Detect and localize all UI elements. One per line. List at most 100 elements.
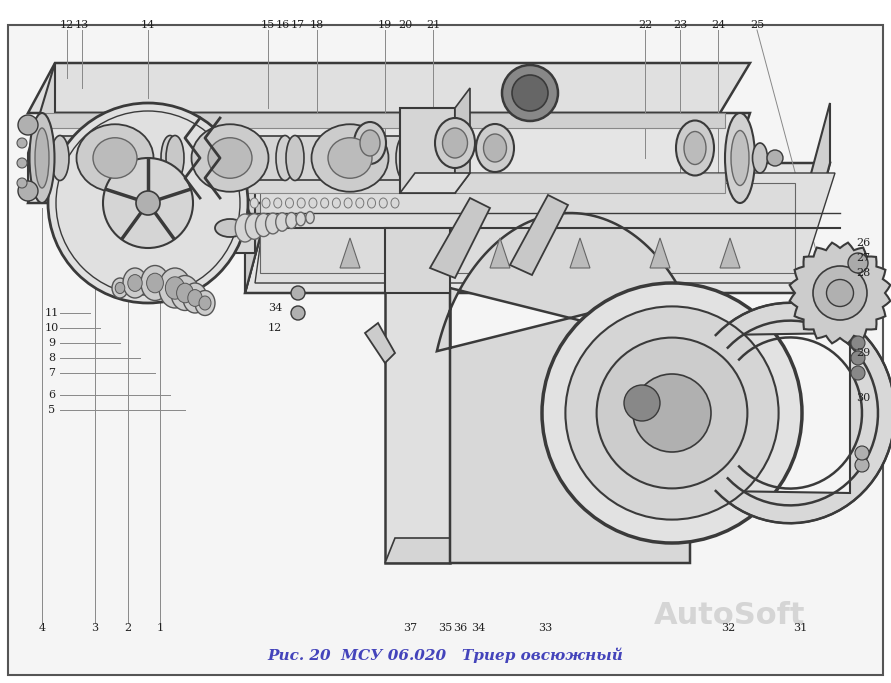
Circle shape: [851, 336, 865, 350]
Text: 19: 19: [378, 20, 392, 30]
Ellipse shape: [62, 198, 70, 208]
Text: 13: 13: [75, 20, 89, 30]
Ellipse shape: [98, 198, 106, 208]
Ellipse shape: [77, 124, 153, 192]
Text: 24: 24: [711, 20, 725, 30]
Polygon shape: [570, 238, 590, 268]
Ellipse shape: [110, 198, 118, 208]
Ellipse shape: [199, 296, 211, 310]
Ellipse shape: [141, 266, 169, 301]
Circle shape: [624, 385, 660, 421]
Polygon shape: [430, 198, 490, 278]
Ellipse shape: [476, 124, 514, 172]
Ellipse shape: [35, 128, 49, 188]
Polygon shape: [40, 173, 725, 193]
Ellipse shape: [275, 213, 289, 232]
Ellipse shape: [215, 198, 223, 208]
Circle shape: [17, 158, 27, 168]
Ellipse shape: [753, 143, 767, 173]
Ellipse shape: [161, 135, 179, 180]
Polygon shape: [795, 103, 830, 293]
Text: 1: 1: [157, 623, 164, 633]
Ellipse shape: [731, 130, 749, 186]
Text: 16: 16: [276, 20, 290, 30]
Text: 23: 23: [673, 20, 687, 30]
Ellipse shape: [203, 198, 211, 208]
Ellipse shape: [484, 134, 506, 162]
Ellipse shape: [183, 283, 207, 313]
Polygon shape: [455, 88, 470, 193]
Ellipse shape: [192, 198, 200, 208]
Text: 26: 26: [856, 238, 871, 248]
Ellipse shape: [435, 118, 475, 168]
Ellipse shape: [312, 124, 388, 192]
Text: 21: 21: [426, 20, 440, 30]
Circle shape: [855, 446, 869, 460]
Circle shape: [848, 253, 868, 273]
Ellipse shape: [235, 214, 255, 242]
Ellipse shape: [176, 283, 193, 303]
Ellipse shape: [147, 273, 163, 293]
Text: 5: 5: [48, 405, 55, 415]
Text: 15: 15: [261, 20, 275, 30]
Ellipse shape: [159, 268, 191, 308]
Polygon shape: [789, 242, 890, 344]
Polygon shape: [340, 238, 360, 268]
Ellipse shape: [208, 138, 252, 178]
Circle shape: [291, 306, 305, 320]
Circle shape: [851, 351, 865, 365]
Text: 17: 17: [291, 20, 305, 30]
Ellipse shape: [133, 198, 141, 208]
Ellipse shape: [298, 198, 306, 208]
Polygon shape: [295, 136, 405, 180]
Ellipse shape: [354, 122, 386, 164]
Ellipse shape: [262, 198, 270, 208]
Text: 37: 37: [403, 623, 417, 633]
Text: 6: 6: [48, 390, 55, 400]
Polygon shape: [245, 163, 830, 293]
Ellipse shape: [286, 135, 304, 180]
Ellipse shape: [227, 198, 235, 208]
Ellipse shape: [239, 198, 247, 208]
Ellipse shape: [274, 198, 282, 208]
Ellipse shape: [360, 130, 380, 156]
Ellipse shape: [306, 212, 315, 223]
Circle shape: [48, 103, 248, 303]
Ellipse shape: [266, 213, 280, 234]
Ellipse shape: [443, 128, 468, 158]
Polygon shape: [245, 103, 280, 293]
Polygon shape: [650, 238, 670, 268]
Ellipse shape: [321, 198, 329, 208]
Ellipse shape: [29, 113, 54, 203]
Text: 33: 33: [538, 623, 552, 633]
Polygon shape: [175, 136, 285, 180]
Polygon shape: [365, 323, 395, 363]
Ellipse shape: [276, 135, 294, 180]
Text: 28: 28: [856, 268, 871, 278]
Text: 27: 27: [856, 253, 871, 263]
Circle shape: [597, 337, 748, 488]
Polygon shape: [490, 238, 510, 268]
Text: AutoSoft: AutoSoft: [654, 600, 805, 630]
Ellipse shape: [725, 113, 755, 203]
Text: 18: 18: [310, 20, 324, 30]
Text: 12: 12: [268, 323, 282, 333]
Circle shape: [18, 181, 38, 201]
Circle shape: [855, 458, 869, 472]
Polygon shape: [28, 63, 55, 203]
Text: 22: 22: [638, 20, 652, 30]
Text: 32: 32: [721, 623, 735, 633]
Circle shape: [767, 150, 783, 166]
Circle shape: [18, 115, 38, 135]
Ellipse shape: [676, 120, 714, 176]
Polygon shape: [245, 103, 280, 293]
Polygon shape: [385, 228, 450, 293]
Text: 14: 14: [141, 20, 155, 30]
Ellipse shape: [93, 138, 137, 178]
Circle shape: [512, 75, 548, 111]
Ellipse shape: [157, 198, 165, 208]
Circle shape: [136, 191, 160, 215]
Text: 29: 29: [856, 348, 871, 358]
Ellipse shape: [115, 282, 125, 294]
Ellipse shape: [285, 198, 293, 208]
